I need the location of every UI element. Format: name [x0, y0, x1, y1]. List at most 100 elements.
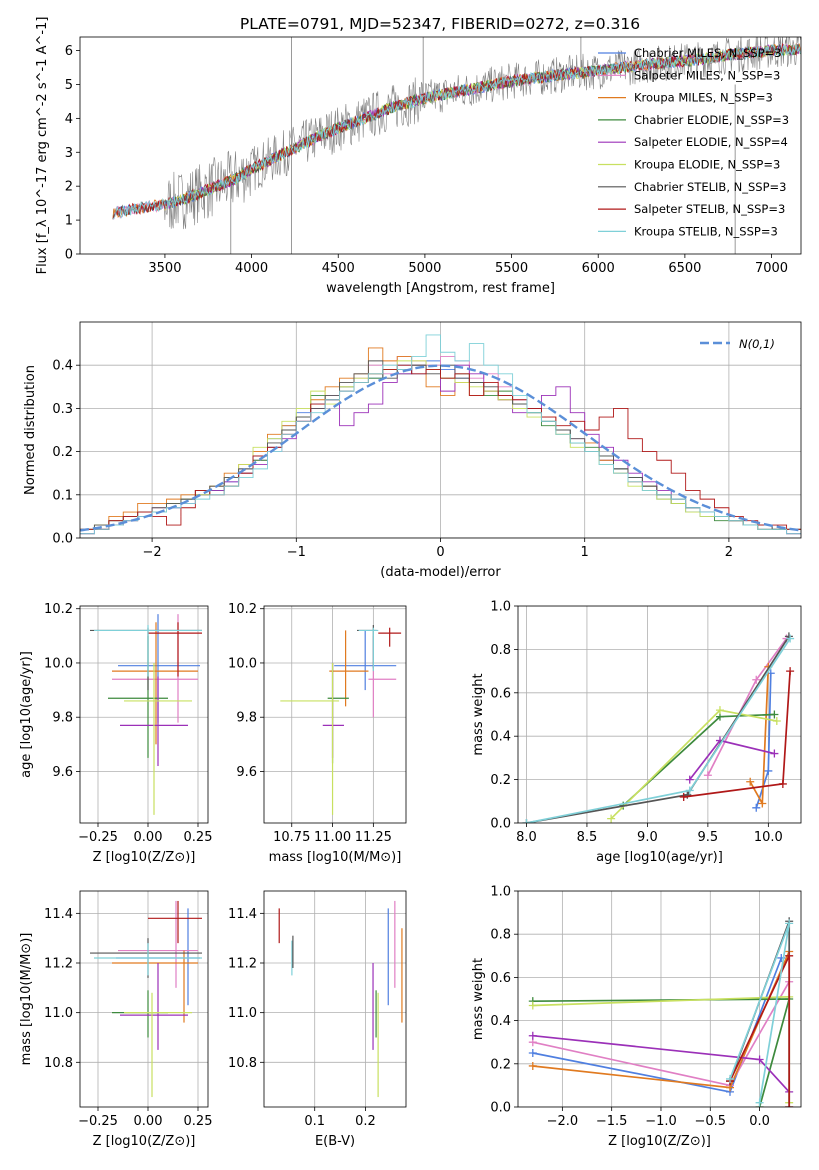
- x-tick-label: −0.25: [78, 830, 118, 845]
- weight-line: [622, 713, 775, 807]
- legend-label: Chabrier STELIB, N_SSP=3: [634, 180, 786, 194]
- y-tick-label: 0.2: [490, 1057, 511, 1072]
- weight-marker: [522, 819, 531, 823]
- errorbar-kroupa-stelib: [94, 624, 202, 677]
- x-tick-label: 6500: [668, 261, 701, 276]
- legend-label: Kroupa STELIB, N_SSP=3: [634, 224, 778, 238]
- weight-marker: [786, 634, 795, 643]
- y-tick-label: 10.2: [44, 602, 73, 617]
- y-tick-label: 10.8: [228, 1056, 257, 1071]
- panel-massweight-vs-Z: −2.0 −1.5 −1.0 −0.5 0.0 0.0 0.2 0.4 0.6 0.8 1.0 Z […: [471, 885, 802, 1149]
- errorbar-chabrier-stelib: [90, 627, 202, 691]
- errorbar-salpeter-stelib: [148, 900, 202, 944]
- grid-massweight-vs-Z: [518, 891, 801, 1107]
- plot-area-residual-histogram: [80, 322, 801, 538]
- x-tick-label: 0.25: [184, 830, 213, 845]
- x-tick-label: 2: [725, 545, 733, 560]
- weight-line: [689, 739, 775, 781]
- x-tick-label: 0.2: [355, 1114, 376, 1129]
- y-tick-label: 0.8: [490, 928, 511, 943]
- panel-spectrum: 3500 4000 4500 5000 5500 6000 6500 7000 0 1 2 3 4 5 6 w…: [35, 17, 802, 296]
- weight-marker: [685, 786, 694, 795]
- x-tick-label: 11.25: [355, 830, 392, 845]
- plot-area-mass-vs-EBV: [264, 891, 406, 1107]
- axes-frame: [517, 890, 802, 1108]
- weight-marker: [755, 1055, 764, 1064]
- weight-marker: [528, 1001, 537, 1010]
- errorbar-salpeter-miles: [118, 900, 198, 988]
- axes-frame: [79, 890, 209, 1108]
- errorbar-kroupa-elodie: [124, 992, 192, 1098]
- x-tick-label: −1: [287, 545, 306, 560]
- legend-label: Chabrier MILES, N_SSP=3: [634, 46, 781, 60]
- plot-area-age-vs-mass: [264, 606, 406, 823]
- x-tick-label: −0.25: [78, 1114, 118, 1129]
- errorbar-salpeter-elodie: [120, 963, 188, 1050]
- y-tick-label: 0.3: [52, 402, 73, 417]
- histogram-kroupa-stelib: [80, 334, 801, 535]
- y-axis-label: mass weight: [471, 673, 486, 755]
- weight-marker: [752, 803, 761, 812]
- weight-line: [610, 709, 777, 820]
- weight-marker: [764, 766, 773, 775]
- grid-age-vs-mass: [264, 606, 406, 823]
- histogram-legend: N(0,1): [700, 337, 775, 351]
- y-tick-label: 4: [65, 112, 73, 127]
- x-axis-label: Z [log10(Z/Z⊙)]: [93, 1134, 196, 1149]
- y-tick-label: 10.2: [228, 602, 257, 617]
- y-tick-label: 1: [65, 214, 73, 229]
- y-axis-label: mass [log10(M/M⊙)]: [19, 933, 34, 1066]
- axes-frame: [263, 605, 407, 824]
- weight-marker: [528, 1061, 537, 1070]
- errorbar-salpeter-miles: [368, 635, 397, 718]
- errorbar-kroupa-elodie: [280, 662, 340, 815]
- y-tick-label: 3: [65, 146, 73, 161]
- weight-marker: [772, 717, 781, 726]
- plot-area-spectrum: [112, 37, 801, 254]
- y-axis-label: Normed distribution: [23, 365, 38, 495]
- weight-marker: [758, 799, 767, 808]
- x-tick-label: 8.5: [577, 830, 598, 845]
- weight-line: [526, 638, 791, 823]
- y-tick-label: 11.4: [44, 907, 73, 922]
- x-tick-label: 6000: [582, 261, 615, 276]
- weight-line: [526, 635, 790, 823]
- x-axis-label: (data-model)/error: [380, 565, 501, 580]
- weight-marker: [726, 1074, 735, 1083]
- legend-label: Chabrier ELODIE, N_SSP=3: [634, 113, 789, 127]
- weight-marker: [752, 675, 761, 684]
- x-tick-label: 1: [581, 545, 589, 560]
- grid-residual-histogram: [80, 322, 801, 538]
- x-axis-label: Z [log10(Z/Z⊙)]: [608, 1134, 711, 1149]
- y-axis-label: Flux [f_λ 10^-17 erg cm^-2 s^-1 A^-1]: [35, 17, 50, 275]
- legend-label: Salpeter STELIB, N_SSP=3: [634, 202, 785, 216]
- errorbar-kroupa-miles: [329, 630, 369, 707]
- y-tick-label: 0.0: [52, 532, 73, 547]
- panel-age-vs-Z: −0.25 0.00 0.25 9.6 9.8 10.0 10.2 Z [log10(Z/Z⊙…: [19, 602, 212, 865]
- x-tick-label: 10.75: [273, 830, 310, 845]
- y-tick-label: 0.8: [490, 643, 511, 658]
- legend-label: N(0,1): [739, 337, 775, 351]
- errorbar-chabrier-elodie: [108, 635, 168, 758]
- panel-mass-vs-Z: −0.25 0.00 0.25 10.8 11.0 11.2 11.4 Z [log10(Z/…: [19, 890, 213, 1149]
- x-tick-label: 9.0: [637, 830, 658, 845]
- weight-series-kroupa-stelib: [522, 634, 795, 823]
- y-tick-label: 0.1: [52, 488, 73, 503]
- y-tick-label: 5: [65, 78, 73, 93]
- errorbar-kroupa-elodie: [124, 662, 192, 815]
- x-tick-label: 4000: [235, 261, 268, 276]
- weight-marker: [786, 667, 795, 676]
- x-tick-label: 0.25: [184, 1114, 213, 1129]
- panel-mass-vs-EBV: 0.1 0.2 10.8 11.0 11.2 11.4 E(B-V): [228, 890, 407, 1149]
- x-tick-label: 10.0: [754, 830, 783, 845]
- y-tick-label: 0.0: [490, 1101, 511, 1116]
- y-tick-label: 1.0: [490, 885, 511, 900]
- x-tick-label: −0.5: [694, 1114, 726, 1129]
- y-tick-label: 0.4: [52, 359, 73, 374]
- y-tick-label: 0.4: [490, 1014, 511, 1029]
- grid-age-vs-Z: [80, 606, 208, 823]
- x-axis-label: Z [log10(Z/Z⊙)]: [93, 850, 196, 865]
- errorbar-chabrier-elodie: [112, 990, 168, 1038]
- x-axis-label: mass [log10(M/M⊙)]: [269, 850, 402, 865]
